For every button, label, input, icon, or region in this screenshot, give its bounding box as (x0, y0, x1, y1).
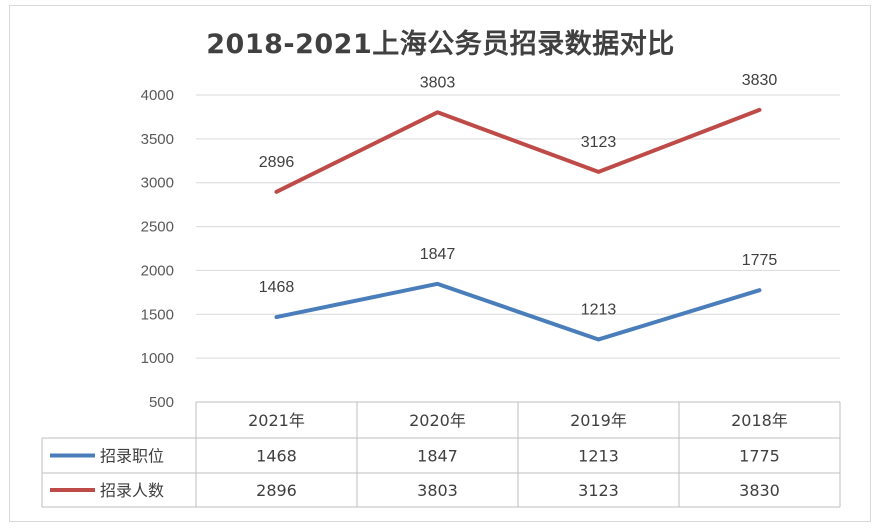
table-cell: 3803 (417, 481, 458, 500)
y-tick-label: 4000 (141, 87, 174, 104)
series-name: 招录人数 (100, 481, 164, 500)
data-label: 2896 (259, 154, 295, 171)
series-line (274, 107, 762, 194)
chart-title: 2018-2021上海公务员招录数据对比 (206, 29, 675, 60)
table-cell: 1847 (417, 447, 458, 466)
y-tick-label: 3000 (141, 175, 174, 192)
series-name: 招录职位 (100, 447, 164, 466)
series-line (274, 281, 762, 342)
data-label: 1775 (742, 252, 778, 269)
gridlines (196, 94, 840, 359)
data-label: 3123 (581, 134, 617, 151)
y-tick-label: 2000 (141, 262, 174, 279)
chart-frame (9, 5, 871, 522)
table-cell: 3123 (578, 481, 619, 500)
category-label: 2018年 (731, 411, 788, 430)
category-label: 2021年 (248, 411, 305, 430)
y-axis-ticks: 500 1000 1500 2000 2500 3000 3500 4000 (141, 87, 174, 411)
category-label: 2020年 (409, 411, 466, 430)
data-label: 3803 (420, 74, 456, 91)
y-tick-label: 1000 (141, 350, 174, 367)
data-labels: 1468 1847 1213 1775 2896 3803 3123 3830 (259, 72, 778, 319)
y-tick-label: 1500 (141, 306, 174, 323)
y-tick-label: 3500 (141, 131, 174, 148)
y-tick-label: 2500 (141, 219, 174, 236)
y-tick-label: 500 (149, 394, 174, 411)
table-cell: 2896 (256, 481, 297, 500)
data-label: 1213 (581, 301, 617, 318)
table-cell: 1468 (256, 447, 297, 466)
category-label: 2019年 (570, 411, 627, 430)
data-label: 1468 (259, 279, 295, 296)
data-label: 1847 (420, 246, 456, 263)
table-cell: 1213 (578, 447, 619, 466)
table-cell: 1775 (739, 447, 780, 466)
series-lines (274, 107, 762, 342)
table-cell: 3830 (739, 481, 780, 500)
data-label: 3830 (742, 72, 778, 89)
